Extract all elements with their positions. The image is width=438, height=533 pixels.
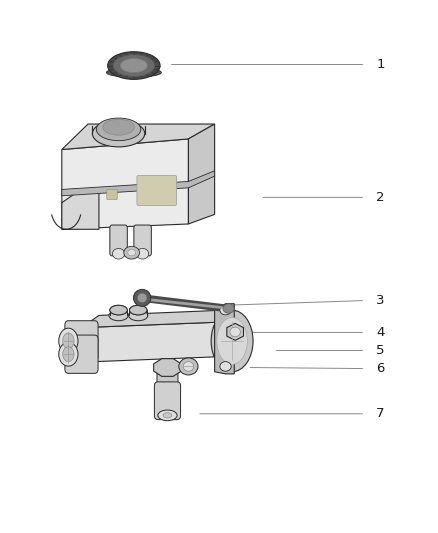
Ellipse shape <box>113 248 125 259</box>
FancyBboxPatch shape <box>134 225 151 256</box>
Polygon shape <box>81 310 226 328</box>
Ellipse shape <box>63 333 74 349</box>
Ellipse shape <box>163 413 172 418</box>
Ellipse shape <box>106 68 161 77</box>
Ellipse shape <box>217 318 247 365</box>
Ellipse shape <box>130 305 147 315</box>
Ellipse shape <box>183 362 194 371</box>
Polygon shape <box>215 304 234 374</box>
FancyBboxPatch shape <box>154 382 180 419</box>
Ellipse shape <box>128 249 136 256</box>
Text: 1: 1 <box>376 58 385 71</box>
Text: 3: 3 <box>376 294 385 307</box>
Ellipse shape <box>137 248 149 259</box>
Ellipse shape <box>59 342 78 366</box>
Text: 7: 7 <box>376 407 385 420</box>
Ellipse shape <box>134 289 151 306</box>
Ellipse shape <box>130 305 147 315</box>
Polygon shape <box>81 322 215 362</box>
Ellipse shape <box>179 358 198 375</box>
Polygon shape <box>62 192 99 229</box>
Ellipse shape <box>103 119 134 135</box>
Polygon shape <box>154 359 181 376</box>
Ellipse shape <box>129 310 148 321</box>
Ellipse shape <box>109 310 128 321</box>
Ellipse shape <box>110 305 127 315</box>
Ellipse shape <box>120 59 148 72</box>
Ellipse shape <box>63 347 74 362</box>
Ellipse shape <box>158 410 177 421</box>
Ellipse shape <box>211 310 253 372</box>
Text: 6: 6 <box>376 362 385 375</box>
Ellipse shape <box>220 362 231 371</box>
Ellipse shape <box>124 246 140 259</box>
Ellipse shape <box>230 327 240 337</box>
FancyBboxPatch shape <box>110 225 127 256</box>
Ellipse shape <box>108 52 160 79</box>
Polygon shape <box>188 124 215 224</box>
FancyBboxPatch shape <box>107 189 117 199</box>
Polygon shape <box>227 324 244 341</box>
Polygon shape <box>62 124 215 150</box>
Polygon shape <box>62 139 188 229</box>
Ellipse shape <box>110 305 127 315</box>
FancyBboxPatch shape <box>157 362 178 389</box>
Text: 5: 5 <box>376 344 385 357</box>
Ellipse shape <box>113 54 155 77</box>
Text: 2: 2 <box>376 191 385 204</box>
FancyBboxPatch shape <box>65 335 98 373</box>
FancyBboxPatch shape <box>65 321 98 361</box>
Ellipse shape <box>59 328 78 354</box>
Text: 4: 4 <box>376 326 385 339</box>
Ellipse shape <box>223 304 234 313</box>
Ellipse shape <box>220 305 231 315</box>
FancyBboxPatch shape <box>137 175 177 205</box>
Ellipse shape <box>92 120 145 147</box>
Polygon shape <box>62 171 215 196</box>
Ellipse shape <box>138 293 147 303</box>
Ellipse shape <box>96 118 141 141</box>
